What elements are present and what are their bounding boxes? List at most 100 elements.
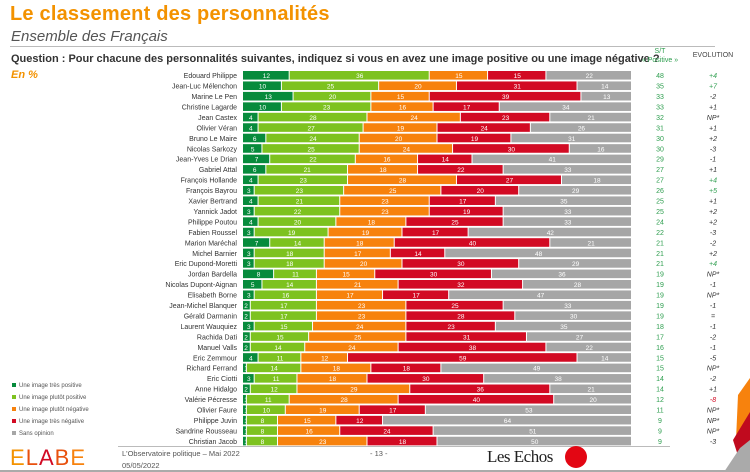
bar-value-label: 4	[249, 355, 253, 362]
row-label: Bruno Le Maire	[189, 136, 237, 143]
st-positive-value: 9	[658, 439, 662, 446]
bar-segment	[243, 175, 258, 185]
bar-segment	[254, 185, 344, 195]
legend-label: Une image plutôt négative	[19, 407, 89, 413]
elabe-letter: L	[25, 445, 39, 470]
unit-label: En %	[11, 69, 38, 81]
bar-segment	[577, 81, 631, 91]
bar-segment	[367, 112, 460, 122]
st-positive-value: 17	[656, 334, 664, 341]
st-positive-value: 15	[656, 366, 664, 373]
bar-value-label: 19	[288, 230, 296, 237]
row-label: Jordan Bardella	[188, 272, 237, 279]
bar-segment	[254, 290, 316, 300]
st-positive-value: 19	[656, 293, 664, 300]
bar-value-label: 51	[529, 428, 537, 435]
bar-segment	[243, 436, 246, 446]
bar-row: Manuel Valls 2 14 24 38 22 16 -1	[197, 342, 716, 352]
st-positive-value: 19	[656, 282, 664, 289]
row-label: Philippe Juvin	[194, 418, 237, 425]
bar-segment	[429, 71, 488, 80]
bar-value-label: 24	[348, 345, 356, 352]
bar-segment	[243, 363, 246, 373]
evolution-value: +1	[709, 167, 717, 174]
st-positive-value: 33	[656, 104, 664, 111]
bar-value-label: 25	[327, 84, 335, 91]
bar-value-label: 15	[514, 73, 522, 80]
bar-segment	[243, 238, 270, 247]
bar-value-label: 20	[414, 84, 422, 91]
bar-segment	[456, 175, 561, 185]
row-label: Eric Dupond-Moretti	[175, 261, 238, 268]
st-positive-value: 9	[658, 418, 662, 425]
bar-value-label: 17	[280, 313, 288, 320]
legend-item: Une image très positive	[12, 380, 89, 392]
bar-segment	[554, 394, 631, 404]
bar-value-label: 28	[574, 282, 582, 289]
page-subtitle: Ensemble des Français	[11, 28, 168, 45]
bar-value-label: 23	[502, 115, 510, 122]
bar-value-label: 25	[354, 334, 362, 341]
elabe-letter: E	[70, 445, 86, 470]
bar-segment	[340, 196, 429, 205]
bar-value-label: 3	[247, 188, 251, 195]
bar-value-label: 12	[271, 387, 279, 394]
bar-segment	[297, 384, 410, 394]
bar-segment	[577, 353, 631, 362]
bar-value-label: 5	[251, 146, 255, 153]
bar-value-label: 23	[358, 313, 366, 320]
bar-segment	[410, 384, 550, 394]
bar-row: Xavier Bertrand 4 21 23 17 35 25 +1	[188, 196, 717, 206]
bar-segment	[383, 290, 449, 300]
bar-segment	[371, 91, 429, 101]
bar-segment	[262, 280, 316, 289]
row-label: Xavier Bertrand	[188, 199, 237, 206]
bar-segment	[491, 269, 631, 279]
evolution-value: NP*	[707, 293, 720, 300]
bar-value-label: 25	[307, 146, 315, 153]
bar-value-label: 28	[457, 313, 465, 320]
bar-segment	[254, 259, 324, 268]
bar-value-label: 15	[304, 418, 312, 425]
bar-value-label: 3	[247, 209, 251, 216]
st-positive-value: 22	[656, 230, 664, 237]
bar-value-label: 33	[564, 219, 572, 226]
bar-segment	[581, 91, 631, 101]
bar-value-label: 12	[263, 73, 271, 80]
bar-value-label: 17	[459, 199, 467, 206]
bar-value-label: 8	[261, 428, 265, 435]
bar-value-label: 16	[282, 293, 290, 300]
bar-segment	[418, 154, 472, 164]
bar-value-label: 16	[597, 146, 605, 153]
bar-segment	[449, 290, 631, 300]
bar-segment	[359, 144, 453, 153]
bar-segment	[258, 175, 348, 185]
elabe-logo: ELABE	[10, 445, 86, 471]
row-label: Gérald Darmanin	[184, 313, 237, 320]
bar-value-label: 22	[309, 157, 317, 164]
bar-value-label: 15	[276, 334, 284, 341]
bar-row: Jean-Luc Mélenchon 10 25 20 31 14 35 +7	[172, 81, 718, 91]
evolution-value: -1	[710, 303, 716, 310]
bar-value-label: 18	[329, 376, 337, 383]
bar-segment	[503, 165, 631, 174]
column-header-evolution: EVOLUTION	[692, 52, 734, 59]
bar-segment	[348, 165, 418, 174]
legend-swatch	[12, 407, 16, 412]
bar-value-label: 26	[578, 125, 586, 132]
bar-segment	[418, 165, 503, 174]
bar-value-label: 8	[257, 272, 261, 279]
elabe-letter: E	[10, 445, 26, 470]
bar-value-label: 28	[341, 397, 349, 404]
bar-value-label: 21	[304, 167, 312, 174]
bar-segment	[425, 405, 631, 414]
bar-value-label: 20	[589, 397, 597, 404]
bar-segment	[336, 415, 383, 425]
bar-segment	[429, 206, 503, 216]
bar-segment	[550, 384, 631, 394]
bar-value-label: 22	[586, 345, 594, 352]
bar-segment	[243, 206, 254, 216]
bar-value-label: 2	[244, 387, 248, 394]
st-positive-value: 21	[656, 240, 664, 247]
